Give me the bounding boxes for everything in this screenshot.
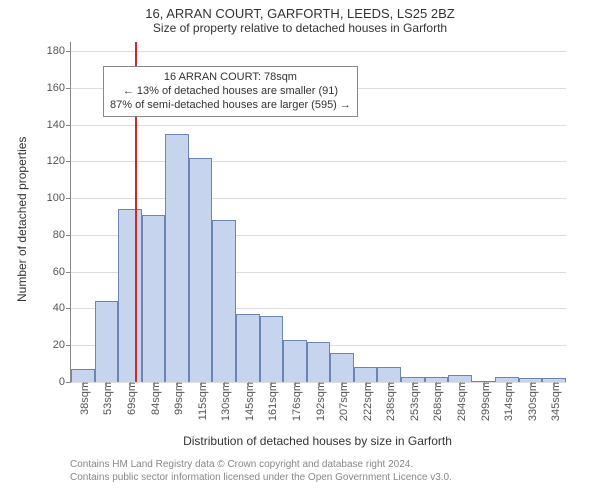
- y-tick-label: 60: [53, 266, 71, 278]
- x-tick-label: 161sqm: [263, 382, 279, 421]
- histogram-bar: [118, 209, 142, 382]
- x-tick-label: 345sqm: [546, 382, 562, 421]
- x-tick-label: 145sqm: [240, 382, 256, 421]
- histogram-bar: [71, 369, 95, 382]
- y-tick-label: 120: [47, 155, 71, 167]
- x-tick-label: 207sqm: [334, 382, 350, 421]
- annotation-line: 16 ARRAN COURT: 78sqm: [110, 70, 351, 84]
- histogram-bar: [95, 301, 119, 382]
- x-tick-label: 330sqm: [523, 382, 539, 421]
- y-tick-label: 100: [47, 192, 71, 204]
- x-tick-label: 268sqm: [428, 382, 444, 421]
- annotation-line: ← 13% of detached houses are smaller (91…: [110, 84, 351, 98]
- y-tick-label: 20: [53, 339, 71, 351]
- x-tick-label: 299sqm: [476, 382, 492, 421]
- x-tick-label: 176sqm: [287, 382, 303, 421]
- grid-line: [71, 198, 566, 199]
- x-tick-label: 192sqm: [311, 382, 327, 421]
- y-tick-label: 80: [53, 229, 71, 241]
- x-tick-label: 222sqm: [358, 382, 374, 421]
- y-tick-label: 0: [59, 376, 71, 388]
- histogram-bar: [189, 158, 213, 382]
- x-tick-label: 130sqm: [216, 382, 232, 421]
- chart-subtitle: Size of property relative to detached ho…: [0, 21, 600, 35]
- histogram-bar: [448, 375, 472, 382]
- x-tick-label: 314sqm: [499, 382, 515, 421]
- x-axis-label: Distribution of detached houses by size …: [70, 434, 565, 448]
- histogram-bar: [377, 367, 401, 382]
- histogram-bar: [354, 367, 378, 382]
- grid-line: [71, 51, 566, 52]
- histogram-bar: [165, 134, 189, 382]
- footer-line-2: Contains public sector information licen…: [70, 471, 452, 484]
- grid-line: [71, 161, 566, 162]
- footer-line-1: Contains HM Land Registry data © Crown c…: [70, 458, 452, 471]
- chart-title: 16, ARRAN COURT, GARFORTH, LEEDS, LS25 2…: [0, 6, 600, 21]
- histogram-bar: [307, 342, 331, 382]
- histogram-bar: [330, 353, 354, 382]
- histogram-bar: [212, 220, 236, 382]
- x-tick-label: 253sqm: [405, 382, 421, 421]
- x-tick-label: 284sqm: [452, 382, 468, 421]
- annotation-box: 16 ARRAN COURT: 78sqm← 13% of detached h…: [103, 66, 358, 117]
- chart-footer: Contains HM Land Registry data © Crown c…: [70, 458, 452, 484]
- y-tick-label: 160: [47, 82, 71, 94]
- y-tick-label: 140: [47, 119, 71, 131]
- x-tick-label: 238sqm: [381, 382, 397, 421]
- grid-line: [71, 125, 566, 126]
- y-tick-label: 40: [53, 302, 71, 314]
- y-axis-label: Number of detached properties: [15, 137, 29, 302]
- histogram-bar: [283, 340, 307, 382]
- histogram-bar: [142, 215, 166, 382]
- y-tick-label: 180: [47, 45, 71, 57]
- histogram-bar: [260, 316, 284, 382]
- plot-area: 02040608010012014016018038sqm53sqm69sqm8…: [70, 42, 566, 383]
- histogram-chart: 16, ARRAN COURT, GARFORTH, LEEDS, LS25 2…: [0, 0, 600, 500]
- x-tick-label: 115sqm: [193, 382, 209, 420]
- histogram-bar: [236, 314, 260, 382]
- annotation-line: 87% of semi-detached houses are larger (…: [110, 98, 351, 112]
